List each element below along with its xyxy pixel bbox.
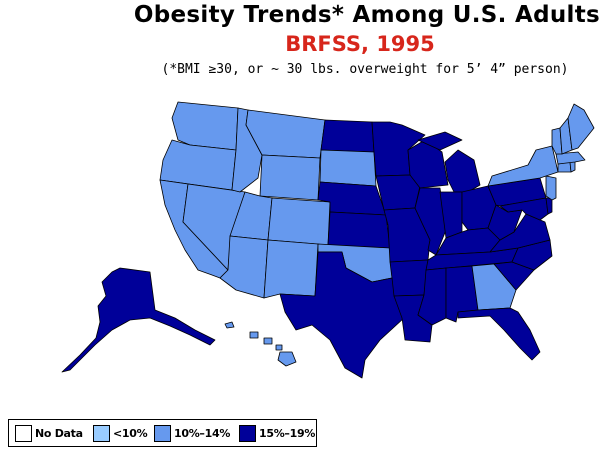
state-ks (327, 211, 391, 249)
legend-item-no-data: No Data (15, 424, 83, 442)
legend-label: 15%–19% (259, 426, 316, 440)
legend-item-10-14: 10%–14% (154, 424, 230, 442)
state-md (499, 197, 549, 221)
state-ma (555, 151, 586, 165)
legend-swatch-15-19 (239, 424, 256, 442)
state-ia (375, 174, 421, 211)
map-title: Obesity Trends* Among U.S. Adults (133, 2, 600, 28)
state-co (267, 197, 331, 246)
legend-label: 10%–14% (174, 426, 231, 440)
state-nj (545, 175, 557, 201)
legend-swatch-lt10 (93, 424, 110, 442)
state-fl (457, 307, 541, 361)
state-vt (551, 127, 563, 155)
state-hi (224, 321, 297, 367)
bmi-footnote: (*BMI ≥30, or ~ 30 lbs. overweight for 5… (161, 62, 569, 77)
legend: No Data <10% 10%–14% 15%–19% (8, 419, 317, 447)
state-wy (259, 154, 321, 201)
legend-item-lt10: <10% (93, 424, 148, 442)
legend-item-15-19: 15%–19% (239, 424, 315, 442)
legend-label: <10% (113, 426, 148, 440)
legend-label: No Data (35, 426, 83, 440)
state-ar (389, 259, 429, 297)
map-subtitle: BRFSS, 1995 (285, 32, 435, 56)
state-tx (279, 251, 405, 379)
legend-swatch-no-data (15, 424, 32, 442)
state-ak (61, 267, 216, 373)
state-sd (319, 149, 377, 187)
state-ri (569, 161, 576, 173)
legend-swatch-10-14 (154, 424, 171, 442)
state-nc (511, 239, 553, 271)
state-mi (417, 131, 481, 193)
state-nm (263, 239, 319, 299)
state-nd (320, 119, 375, 153)
state-ga (471, 263, 517, 311)
state-me (567, 103, 595, 151)
